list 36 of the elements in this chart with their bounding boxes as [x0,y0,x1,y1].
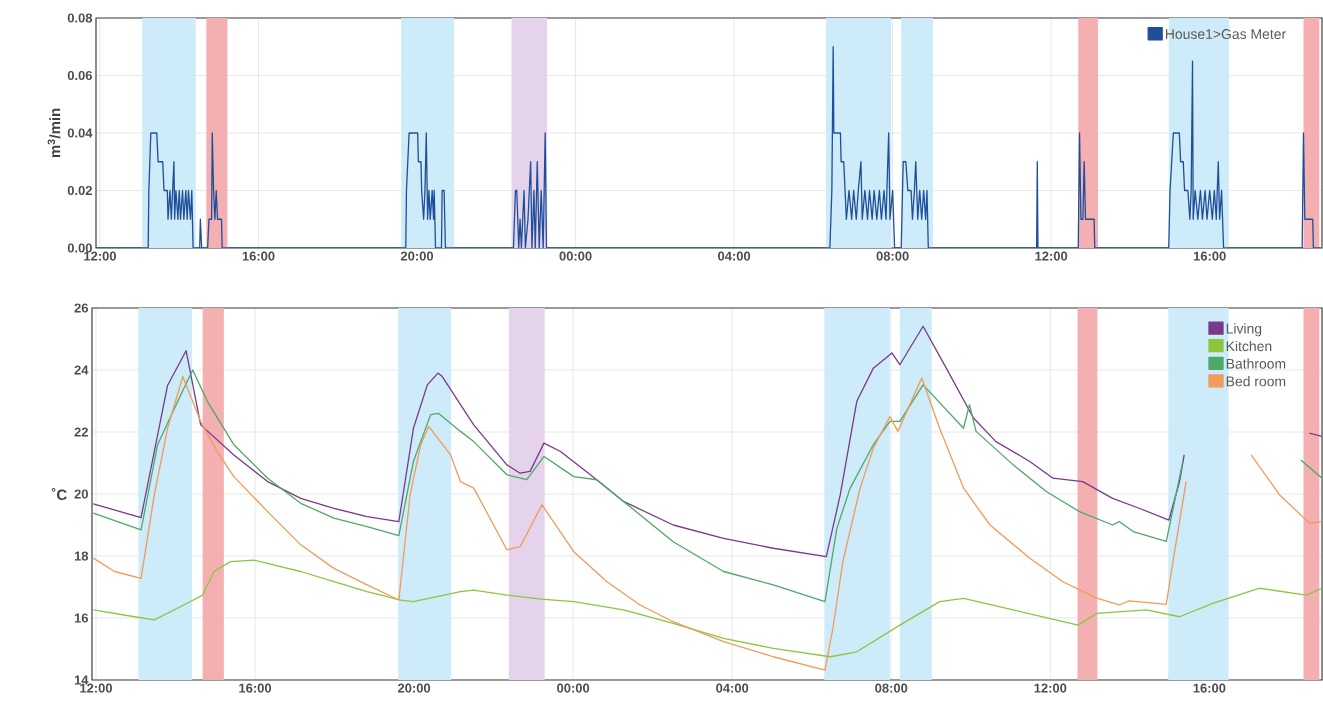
y-tick-label: 24 [74,365,89,375]
y-tick-label: 16 [74,613,89,623]
y-tick-label: 0.08 [67,13,93,23]
y-tick-label: 0.04 [67,128,93,138]
y-tick-label: 18 [74,551,89,561]
y-tick-label: 0.02 [67,185,92,196]
x-tick-label: 16:00 [239,683,272,693]
x-tick-label: 16:00 [242,251,275,261]
legend-label: Living [1226,323,1262,337]
x-tick-label: 20:00 [400,251,434,261]
y-tick-label: 20 [74,489,88,499]
x-tick-label: 16:00 [1193,251,1226,261]
legend-label: House1>Gas Meter [1165,29,1286,39]
y-tick-label: 0.00 [67,243,92,253]
legend-label: Bathroom [1226,358,1286,369]
y-tick-label: 0.06 [67,70,93,81]
legend-label: Kitchen [1226,340,1272,352]
x-tick-label: 12:00 [84,251,116,261]
y-axis-title: ˚C [51,487,67,501]
y-tick-label: 26 [74,303,89,313]
x-tick-label: 00:00 [557,683,590,693]
x-tick-label: 08:00 [876,251,909,261]
line-series [92,559,1323,658]
y-axis-title: m$^{3}$/min [47,108,61,158]
y-tick-label: 14 [74,675,89,685]
x-tick-label: 12:00 [1034,683,1067,693]
x-tick-label: 12:00 [1035,251,1068,261]
x-tick-label: 04:00 [716,683,749,693]
legend-label: Bed room [1226,376,1286,387]
x-tick-label: 00:00 [559,251,592,261]
x-tick-label: 08:00 [875,683,908,693]
y-tick-label: 22 [74,427,88,437]
x-tick-label: 04:00 [718,251,751,261]
x-tick-label: 20:00 [397,683,431,693]
x-tick-label: 16:00 [1193,683,1226,693]
x-tick-label: 12:00 [80,683,112,693]
